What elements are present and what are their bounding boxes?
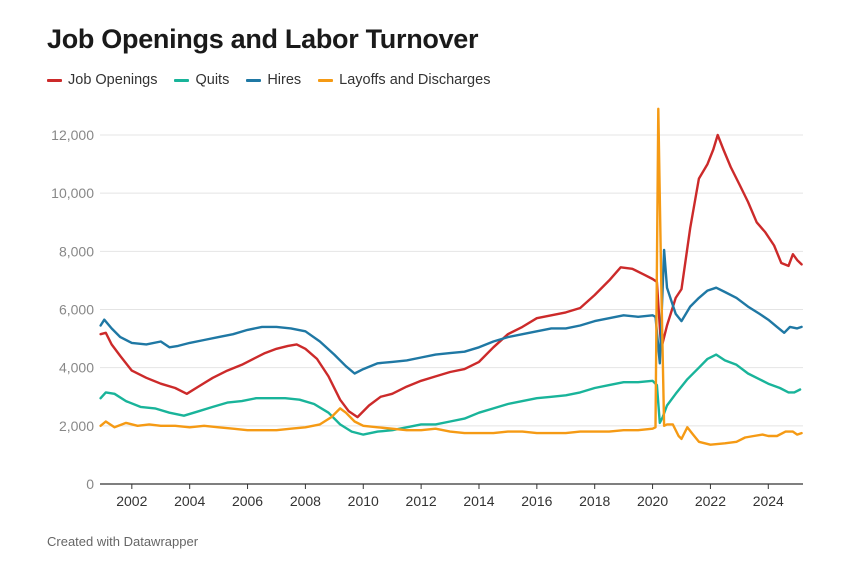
x-tick-label: 2022: [695, 493, 726, 509]
y-tick-label: 12,000: [51, 127, 94, 143]
y-axis-ticks: 0 2,000 4,000 6,000 8,000 10,000 12,000: [51, 127, 94, 492]
y-tick-label: 8,000: [59, 243, 94, 259]
legend-label-quits: Quits: [195, 72, 230, 88]
x-tick-label: 2004: [174, 493, 205, 509]
y-tick-label: 10,000: [51, 185, 94, 201]
x-tick-label: 2002: [116, 493, 147, 509]
legend-label-job-openings: Job Openings: [68, 72, 158, 88]
legend-item-hires: Hires: [246, 72, 301, 88]
legend-label-layoffs: Layoffs and Discharges: [339, 72, 491, 88]
y-tick-label: 2,000: [59, 418, 94, 434]
legend-swatch-job-openings: [47, 78, 62, 82]
legend-swatch-hires: [246, 78, 262, 82]
legend-item-quits: Quits: [174, 72, 229, 88]
legend-label-hires: Hires: [267, 72, 302, 88]
legend-item-job-openings: Job Openings: [47, 72, 157, 88]
y-tick-label: 6,000: [59, 302, 94, 318]
series-line-quits: [99, 353, 802, 436]
chart-title: Job Openings and Labor Turnover: [47, 24, 479, 54]
legend: Job Openings Quits Hires Layoffs and Dis…: [47, 72, 507, 88]
x-axis: 2002 2004 2006 2008 2010 2012 2014 2016 2018 2020…: [100, 483, 803, 509]
footer-credit: Created with Datawrapper: [47, 534, 199, 549]
legend-item-layoffs: Layoffs and Discharges: [318, 72, 490, 88]
x-tick-label: 2018: [579, 493, 610, 509]
x-tick-label: 2024: [753, 493, 784, 509]
x-tick-label: 2014: [463, 493, 494, 509]
x-tick-label: 2010: [348, 493, 379, 509]
x-tick-label: 2016: [521, 493, 552, 509]
x-tick-label: 2006: [232, 493, 263, 509]
series-line-layoffs-and-discharges: [99, 107, 803, 446]
series-line-job-openings: [99, 133, 803, 419]
legend-swatch-quits: [174, 78, 190, 82]
x-tick-label: 2020: [637, 493, 668, 509]
series-lines: [99, 107, 803, 446]
y-tick-label: 0: [86, 476, 94, 492]
x-tick-label: 2012: [406, 493, 437, 509]
y-tick-label: 4,000: [59, 360, 94, 376]
series-line-hires: [99, 248, 803, 375]
x-tick-label: 2008: [290, 493, 321, 509]
legend-swatch-layoffs: [318, 78, 334, 82]
